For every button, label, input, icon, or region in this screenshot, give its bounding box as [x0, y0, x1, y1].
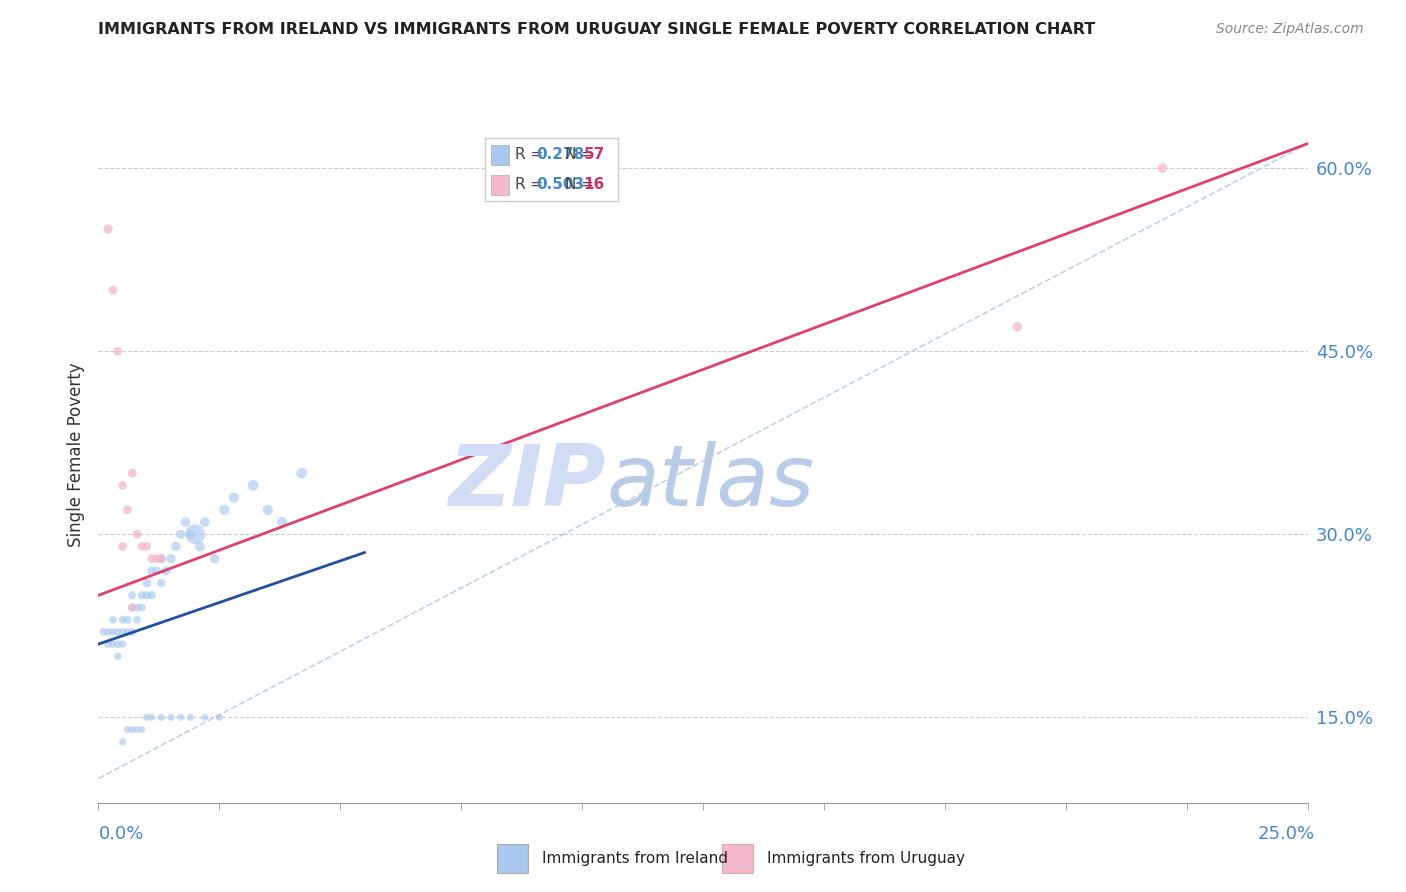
Point: [174, 515, 197, 529]
Point: [141, 710, 163, 724]
Text: 16: 16: [583, 178, 605, 192]
Point: [242, 478, 264, 492]
Text: N =: N =: [565, 147, 599, 162]
Point: [135, 576, 157, 591]
Point: [194, 515, 217, 529]
Point: [212, 503, 235, 517]
Point: [107, 344, 129, 359]
Point: [131, 540, 153, 554]
Point: [117, 503, 139, 517]
Y-axis label: Single Female Poverty: Single Female Poverty: [66, 363, 84, 547]
Point: [150, 551, 173, 566]
Point: [135, 710, 157, 724]
Point: [165, 540, 187, 554]
Point: [121, 624, 143, 639]
Point: [150, 710, 173, 724]
Point: [290, 467, 312, 481]
Point: [135, 588, 157, 602]
Point: [101, 613, 124, 627]
Point: [131, 588, 153, 602]
Point: [155, 564, 177, 578]
Point: [179, 710, 201, 724]
Point: [107, 624, 129, 639]
Text: atlas: atlas: [606, 442, 814, 524]
Text: ZIP: ZIP: [449, 442, 606, 524]
Point: [121, 600, 143, 615]
Point: [169, 527, 191, 541]
Point: [150, 551, 173, 566]
Point: [107, 649, 129, 664]
Point: [160, 551, 183, 566]
Point: [194, 710, 217, 724]
Point: [141, 551, 163, 566]
Point: [111, 540, 134, 554]
Text: 57: 57: [583, 147, 605, 162]
Point: [121, 723, 143, 737]
Point: [101, 624, 124, 639]
Point: [127, 723, 149, 737]
Point: [145, 551, 167, 566]
Point: [117, 624, 139, 639]
Point: [150, 576, 173, 591]
Point: [179, 527, 201, 541]
Text: Source: ZipAtlas.com: Source: ZipAtlas.com: [1216, 22, 1364, 37]
Point: [127, 527, 149, 541]
Point: [121, 467, 143, 481]
Point: [208, 710, 231, 724]
Point: [141, 564, 163, 578]
Bar: [491, 145, 509, 165]
Point: [160, 710, 183, 724]
Point: [111, 624, 134, 639]
Point: [127, 600, 149, 615]
Point: [188, 540, 211, 554]
Bar: [721, 844, 754, 873]
Point: [222, 491, 245, 505]
Text: N =: N =: [565, 178, 599, 192]
Point: [107, 637, 129, 651]
Point: [111, 613, 134, 627]
Point: [91, 624, 114, 639]
Point: [1152, 161, 1174, 175]
Point: [141, 588, 163, 602]
Text: R =: R =: [515, 178, 548, 192]
Point: [184, 527, 207, 541]
Point: [271, 515, 294, 529]
Point: [1007, 319, 1029, 334]
Point: [101, 283, 124, 297]
Point: [111, 735, 134, 749]
Text: 0.278: 0.278: [536, 147, 583, 162]
Bar: [496, 844, 529, 873]
Point: [97, 222, 120, 236]
Text: Immigrants from Uruguay: Immigrants from Uruguay: [766, 851, 965, 866]
Point: [117, 613, 139, 627]
Point: [169, 710, 191, 724]
Point: [97, 637, 120, 651]
Point: [131, 600, 153, 615]
Text: 0.0%: 0.0%: [98, 825, 143, 843]
Point: [121, 588, 143, 602]
Text: R =: R =: [515, 147, 548, 162]
Point: [127, 613, 149, 627]
Point: [121, 600, 143, 615]
Point: [97, 624, 120, 639]
Text: IMMIGRANTS FROM IRELAND VS IMMIGRANTS FROM URUGUAY SINGLE FEMALE POVERTY CORRELA: IMMIGRANTS FROM IRELAND VS IMMIGRANTS FR…: [98, 22, 1095, 37]
Point: [117, 723, 139, 737]
Point: [256, 503, 278, 517]
Point: [101, 637, 124, 651]
Text: 25.0%: 25.0%: [1257, 825, 1315, 843]
Text: Immigrants from Ireland: Immigrants from Ireland: [541, 851, 727, 866]
Point: [111, 478, 134, 492]
FancyBboxPatch shape: [485, 138, 619, 201]
Bar: [491, 175, 509, 194]
Point: [135, 540, 157, 554]
Text: 0.503: 0.503: [536, 178, 583, 192]
Point: [111, 637, 134, 651]
Point: [145, 564, 167, 578]
Point: [131, 723, 153, 737]
Point: [204, 551, 226, 566]
